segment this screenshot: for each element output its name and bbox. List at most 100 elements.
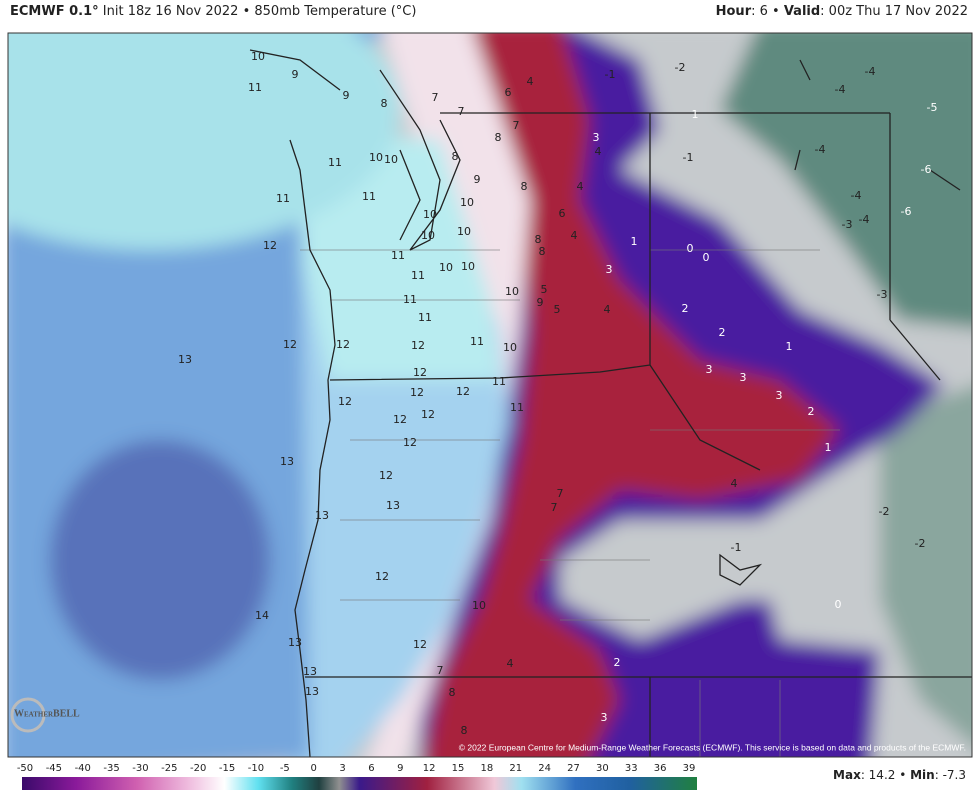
contour-label: 13 (280, 455, 294, 468)
model: ECMWF 0.1° (10, 4, 99, 19)
contour-label: 2 (614, 656, 621, 669)
contour-label: 9 (343, 89, 350, 102)
colorbar-tick: 0 (311, 763, 317, 774)
contour-label: 12 (336, 338, 350, 351)
contour-label: 8 (535, 233, 542, 246)
contour-label: 10 (457, 225, 471, 238)
colorbar-tick: 12 (423, 763, 436, 774)
contour-label: -3 (842, 218, 853, 231)
colorbar-tick: 36 (654, 763, 667, 774)
contour-label: 11 (276, 192, 290, 205)
contour-label: 7 (437, 664, 444, 677)
contour-label: -4 (851, 189, 862, 202)
contour-label: 12 (283, 338, 297, 351)
contour-label: 8 (461, 724, 468, 737)
contour-label: 1 (692, 108, 699, 121)
contour-label: -2 (879, 505, 890, 518)
contour-label: 12 (413, 366, 427, 379)
contour-label: 11 (470, 335, 484, 348)
contour-label: 1 (825, 441, 832, 454)
contour-label: 12 (411, 339, 425, 352)
valid-value: : 00z Thu 17 Nov 2022 (820, 4, 968, 19)
hour-label: Hour (715, 4, 752, 19)
colorbar-tick: -20 (190, 763, 206, 774)
colorbar-tick: 21 (509, 763, 522, 774)
contour-label: 13 (305, 685, 319, 698)
colorbar-tick: 30 (596, 763, 609, 774)
contour-label: 2 (719, 326, 726, 339)
min-value: : -7.3 (934, 768, 966, 782)
colorbar-tick: -30 (132, 763, 148, 774)
colorbar-tick: 6 (368, 763, 374, 774)
contour-label: 13 (315, 509, 329, 522)
logo-text: WeatherBELL (14, 708, 80, 719)
contour-label: 12 (375, 570, 389, 583)
contour-label: 11 (418, 311, 432, 324)
colorbar-tick: 9 (397, 763, 403, 774)
contour-label: 13 (178, 353, 192, 366)
header-left: ECMWF 0.1° Init 18z 16 Nov 2022 • 850mb … (10, 4, 416, 19)
contour-label: 14 (255, 609, 269, 622)
contour-label: -4 (815, 143, 826, 156)
colorbar-tick: 33 (625, 763, 638, 774)
contour-label: 4 (507, 657, 514, 670)
contour-label: -1 (683, 151, 694, 164)
contour-label: 12 (421, 408, 435, 421)
colorbar-tick: -45 (46, 763, 62, 774)
contour-label: 6 (505, 86, 512, 99)
contour-label: 7 (513, 119, 520, 132)
contour-label: 3 (601, 711, 608, 724)
footer: Max: 14.2 • Min: -7.3 (833, 768, 966, 782)
contour-label: 11 (391, 249, 405, 262)
contour-label: 4 (527, 75, 534, 88)
contour-label: 11 (403, 293, 417, 306)
contour-label: -3 (877, 288, 888, 301)
contour-label: 0 (687, 242, 694, 255)
contour-label: 3 (706, 363, 713, 376)
contour-label: -6 (921, 163, 932, 176)
contour-label: 8 (452, 150, 459, 163)
contour-label: 13 (288, 636, 302, 649)
contour-label: 12 (413, 638, 427, 651)
contour-label: 10 (251, 50, 265, 63)
contour-label: -6 (901, 205, 912, 218)
contour-label: 12 (393, 413, 407, 426)
contour-label: 2 (808, 405, 815, 418)
contour-label: 11 (510, 401, 524, 414)
contour-label: 11 (411, 269, 425, 282)
max-value: : 14.2 • (860, 768, 911, 782)
contour-label: 11 (362, 190, 376, 203)
contour-label: 0 (703, 251, 710, 264)
contour-label: 10 (439, 261, 453, 274)
contour-label: 12 (410, 386, 424, 399)
contour-label: -5 (927, 101, 938, 114)
colorbar-tick: 15 (452, 763, 465, 774)
colorbar-tick: -15 (219, 763, 235, 774)
colorbar-tick: 3 (339, 763, 345, 774)
contour-label: 11 (492, 375, 506, 388)
colorbar-tick: 18 (481, 763, 494, 774)
colorbar (22, 777, 697, 790)
contour-label: 9 (292, 68, 299, 81)
contour-label: 10 (369, 151, 383, 164)
contour-label: 12 (263, 239, 277, 252)
contour-label: 12 (403, 436, 417, 449)
contour-label: 2 (682, 302, 689, 315)
contour-label: 3 (593, 131, 600, 144)
contour-label: 8 (539, 245, 546, 258)
contour-label: 4 (577, 180, 584, 193)
contour-label: 7 (551, 501, 558, 514)
colorbar-tick: 27 (567, 763, 580, 774)
contour-label: 11 (328, 156, 342, 169)
colorbar-tick: -40 (75, 763, 91, 774)
contour-label: 4 (731, 477, 738, 490)
contour-label: 1 (631, 235, 638, 248)
colorbar-tick: -10 (248, 763, 264, 774)
colorbar-tick: -50 (17, 763, 33, 774)
hour-value: : 6 • (751, 4, 784, 19)
colorbar-tick: 24 (538, 763, 551, 774)
logo: WeatherBELL (10, 697, 80, 733)
contour-label: 8 (521, 180, 528, 193)
